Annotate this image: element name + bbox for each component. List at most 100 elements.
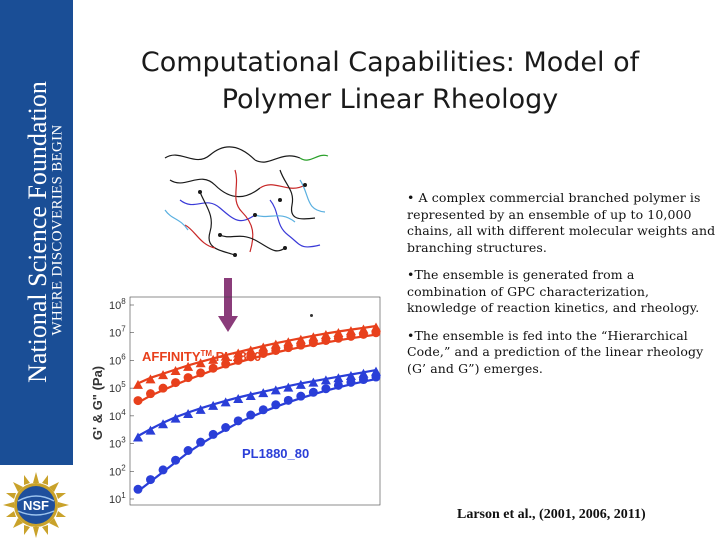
data-point [233, 394, 244, 404]
data-point [158, 465, 168, 475]
data-point [158, 383, 168, 393]
tagline: WHERE DISCOVERIES BEGIN [49, 124, 66, 336]
sidebar [0, 0, 73, 465]
data-point [345, 371, 356, 381]
data-point [308, 338, 318, 348]
data-point [258, 342, 269, 352]
data-point [208, 354, 219, 364]
y-tick-label: 101 [109, 491, 126, 506]
data-point [271, 400, 281, 410]
y-tick-label: 105 [109, 380, 126, 395]
data-point [246, 410, 256, 420]
data-point [245, 390, 256, 400]
annotation-red-main: AFFINITY [142, 349, 201, 364]
bullet-item: • A complex commercial branched polymer … [407, 190, 716, 255]
data-point [346, 377, 356, 387]
data-point [321, 384, 331, 394]
data-point [133, 396, 143, 406]
nsf-logo: NSF [3, 472, 69, 538]
data-point [158, 419, 169, 429]
data-point [171, 378, 181, 388]
data-point [145, 374, 156, 384]
data-point [208, 363, 218, 373]
data-point [283, 343, 293, 353]
plot-frame [129, 296, 381, 506]
data-point [183, 408, 194, 418]
down-arrow-icon [218, 278, 238, 332]
data-point [220, 351, 231, 361]
y-tick-label: 106 [109, 352, 126, 367]
data-point [208, 400, 219, 410]
series-fit-line [137, 324, 377, 385]
data-point [258, 405, 268, 415]
data-point [146, 389, 156, 399]
data-point [233, 416, 243, 426]
page-title: Computational Capabilities: Model of Pol… [130, 44, 650, 118]
data-point [358, 368, 369, 378]
data-point [258, 349, 268, 358]
data-point [295, 379, 306, 389]
data-point [133, 484, 143, 494]
data-point [296, 391, 306, 401]
annotation-red: AFFINITYTM PL1880 [142, 349, 261, 364]
data-point [221, 422, 231, 432]
data-point [158, 370, 169, 380]
y-tick-label: 107 [109, 325, 126, 340]
data-point [233, 348, 244, 358]
data-point [195, 404, 206, 414]
data-point [196, 437, 206, 447]
bullet-item: •The ensemble is generated from a combin… [407, 267, 700, 315]
data-point [146, 475, 156, 485]
data-point [371, 328, 381, 338]
data-point [358, 329, 368, 339]
bullet-list: • A complex commercial branched polymer … [407, 190, 717, 388]
data-point [246, 352, 256, 362]
title-line-1: Computational Capabilities: Model of [140, 47, 640, 78]
data-point [333, 380, 343, 390]
data-point [321, 335, 331, 345]
data-point [183, 373, 193, 383]
data-point [133, 379, 143, 389]
data-point [270, 385, 281, 395]
y-tick-label: 102 [109, 463, 126, 478]
data-point [333, 373, 344, 383]
data-point [170, 366, 181, 376]
data-point [308, 387, 318, 397]
data-point [195, 358, 206, 368]
y-axis-label: G' & G" (Pa) [90, 366, 105, 440]
annotation-red-sup: TM [201, 349, 213, 358]
sidebar-text: National Science Foundation WHERE DISCOV… [0, 0, 73, 465]
data-point [170, 413, 181, 423]
bullet-item: •The ensemble is fed into the “Hierarchi… [407, 327, 704, 376]
data-point [196, 368, 206, 378]
organization-name: National Science Foundation [23, 81, 52, 383]
data-point [271, 345, 281, 355]
data-point [296, 340, 306, 350]
data-point [233, 355, 243, 365]
annotation-blue: PL1880_80 [242, 446, 309, 461]
data-point [208, 429, 218, 439]
data-point [183, 446, 193, 455]
nsf-logo-text: NSF [23, 498, 49, 513]
data-point [221, 359, 231, 369]
data-point [371, 372, 381, 382]
y-tick-label: 104 [109, 408, 126, 423]
data-point [346, 331, 356, 341]
data-point [245, 345, 256, 355]
data-point [333, 333, 343, 343]
data-point [171, 455, 181, 465]
rheology-chart: G' & G" (Pa) 101 102 103 104 105 106 107 108 AF… [90, 296, 381, 506]
data-point [320, 375, 331, 385]
citation: Larson et al., (2001, 2006, 2011) [457, 507, 646, 522]
y-ticks: 101 102 103 104 105 106 107 108 [109, 297, 134, 506]
data-point [220, 397, 231, 407]
annotation-red-suffix: PL1880 [212, 349, 261, 364]
polymer-chains-illustration [164, 146, 329, 257]
y-tick-label: 103 [109, 436, 126, 451]
series-fit-line [137, 378, 377, 493]
data-point [283, 395, 293, 405]
data-point [283, 382, 294, 392]
title-line-2: Polymer Linear Rheology [221, 84, 559, 115]
series-group [133, 322, 381, 494]
data-point [258, 388, 269, 398]
